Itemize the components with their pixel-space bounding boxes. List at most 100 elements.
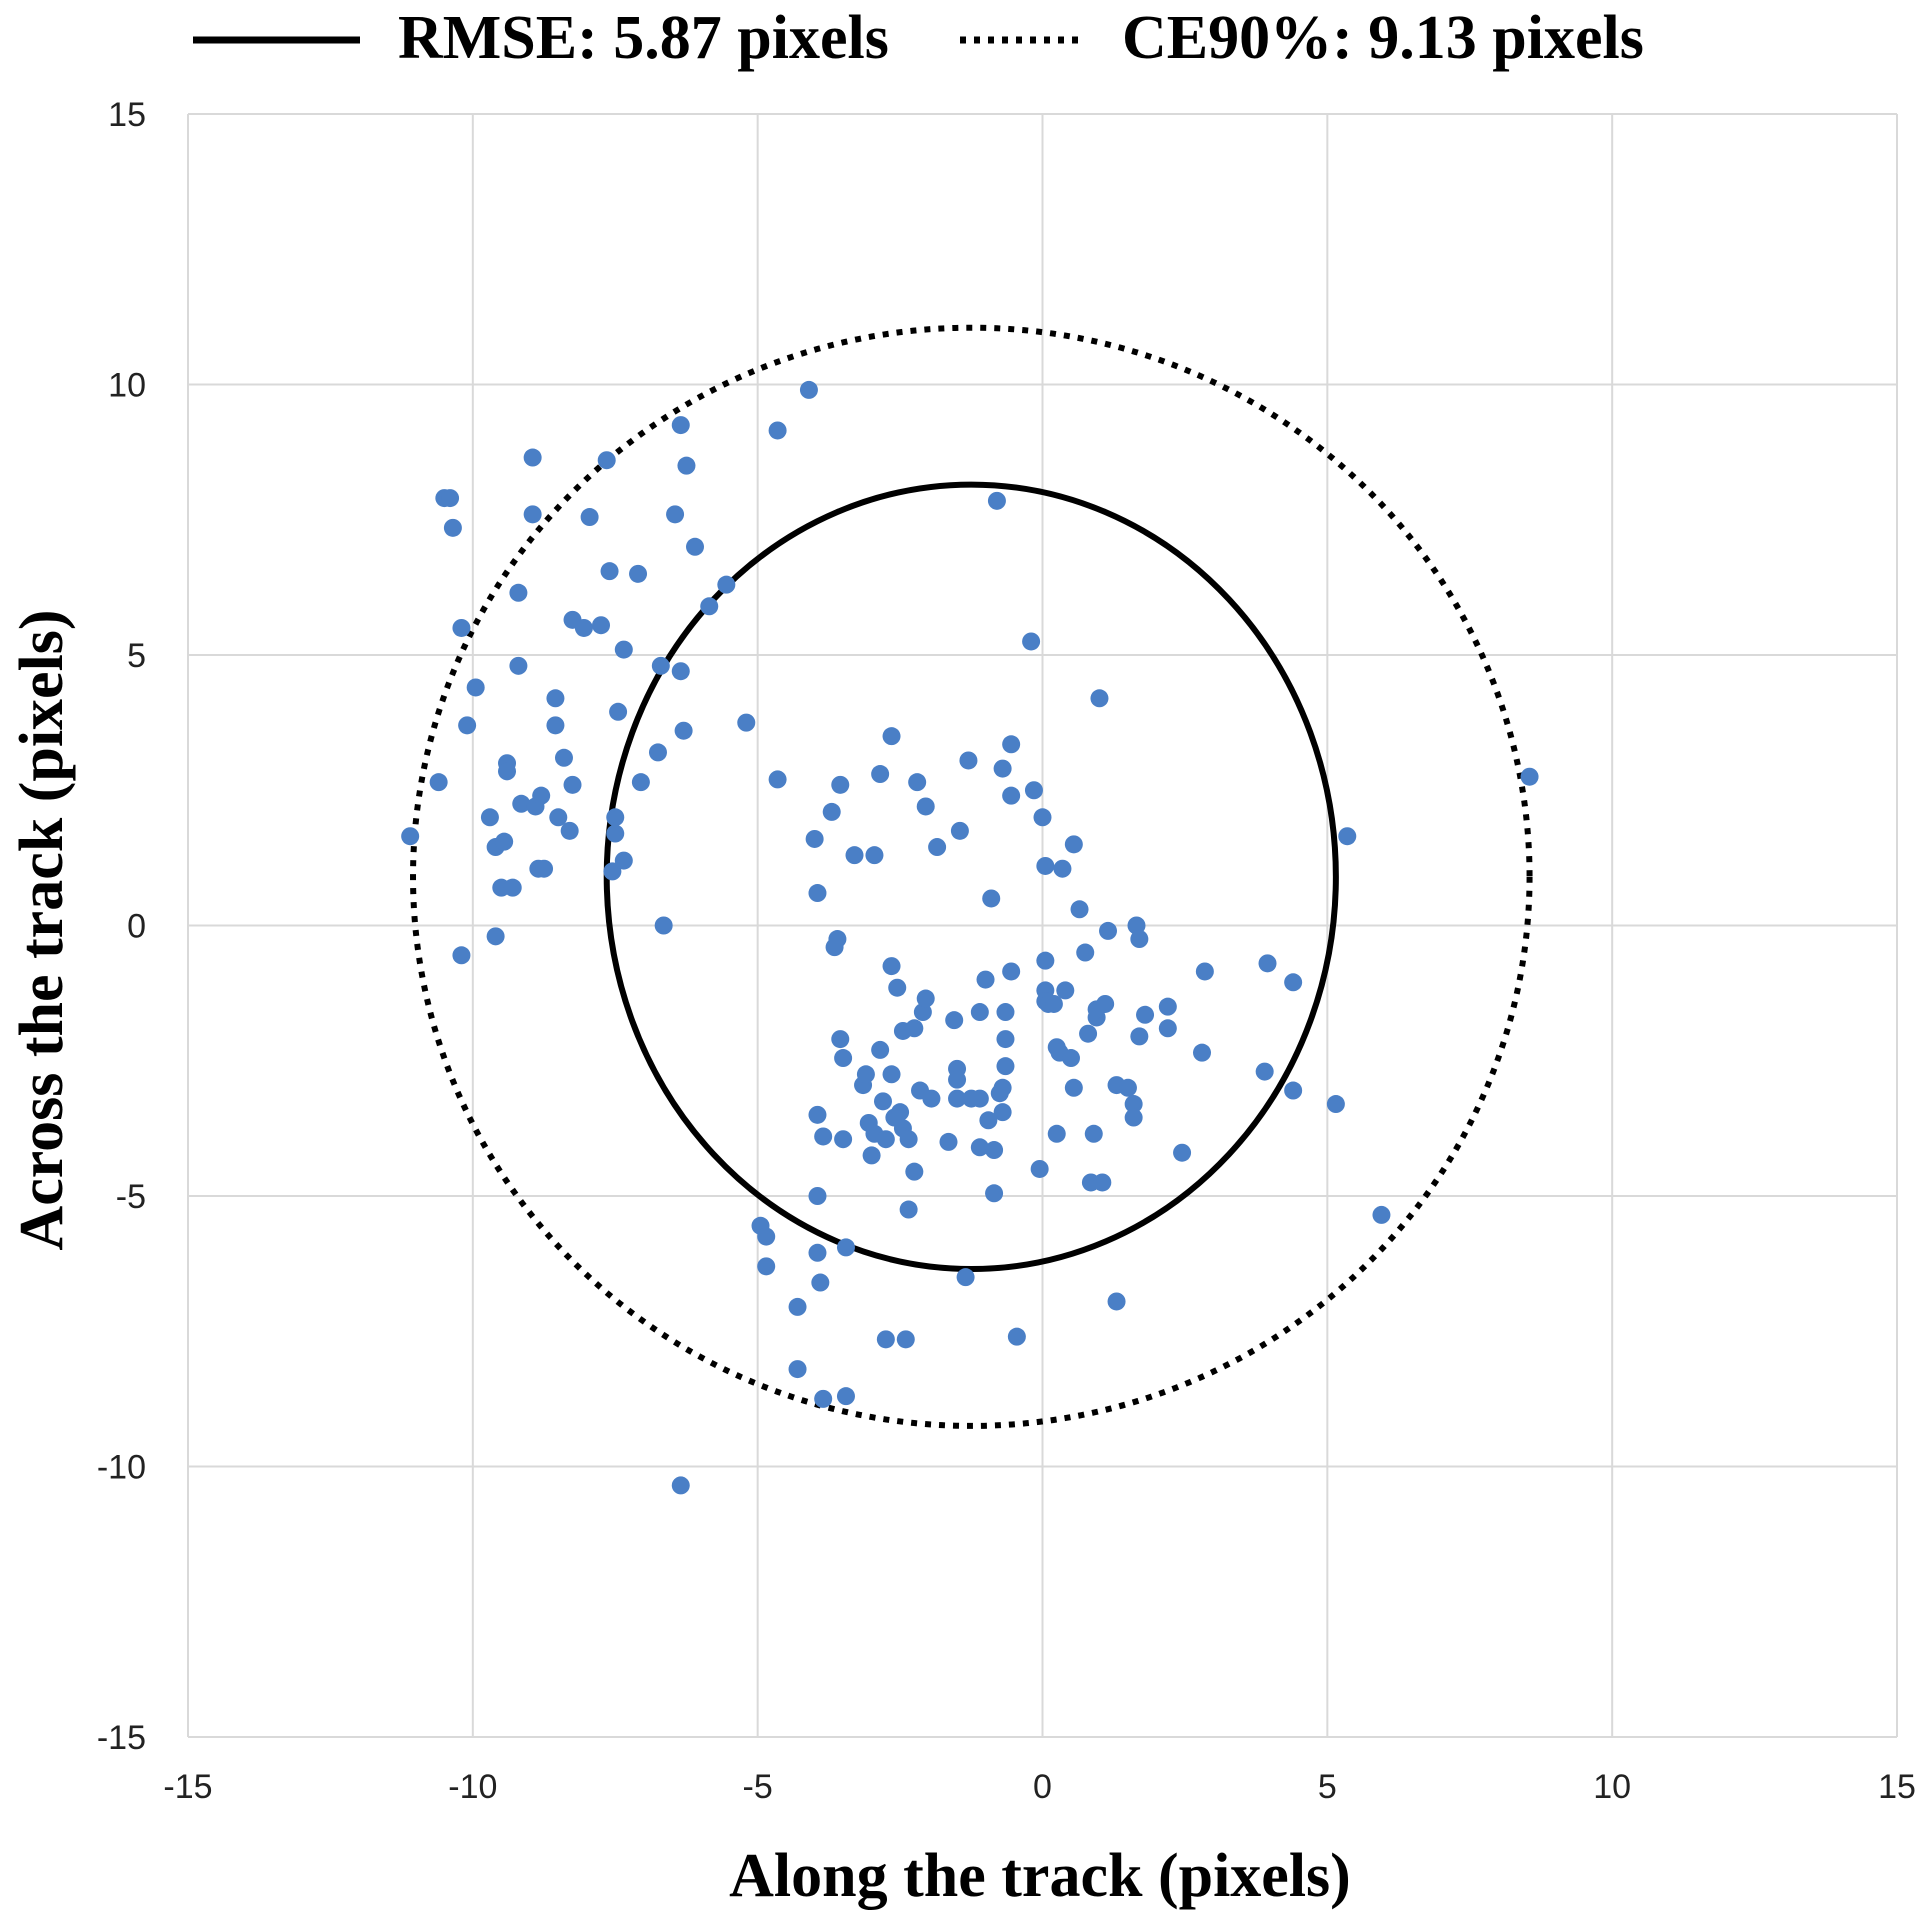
data-point — [811, 1273, 830, 1292]
data-point — [1002, 786, 1021, 805]
data-point — [648, 743, 667, 762]
data-points — [401, 380, 1539, 1495]
data-point — [996, 1003, 1015, 1022]
data-point — [509, 583, 528, 602]
data-point — [443, 518, 462, 537]
data-point — [905, 1162, 924, 1181]
data-point — [808, 1105, 827, 1124]
data-point — [1195, 962, 1214, 981]
data-point — [480, 808, 499, 827]
data-point — [532, 786, 551, 805]
data-point — [896, 1330, 915, 1349]
data-point — [836, 1238, 855, 1257]
data-point — [1099, 921, 1118, 940]
y-tick-label: 10 — [108, 367, 146, 405]
gridlines — [187, 113, 1898, 1738]
data-point — [899, 1130, 918, 1149]
data-point — [993, 1103, 1012, 1122]
error-circles — [410, 324, 1533, 1429]
data-point — [654, 916, 673, 935]
legend-rmse-label: RMSE: 5.87 pixels — [398, 4, 889, 72]
data-point — [913, 1003, 932, 1022]
data-point — [523, 505, 542, 524]
data-point — [970, 1138, 989, 1157]
data-point — [606, 824, 625, 843]
data-point — [1033, 808, 1052, 827]
data-point — [871, 1040, 890, 1059]
data-point — [546, 716, 565, 735]
data-point — [808, 1243, 827, 1262]
data-point — [512, 794, 531, 813]
data-point — [603, 862, 622, 881]
data-point — [441, 489, 460, 508]
data-point — [882, 1065, 901, 1084]
data-point — [908, 773, 927, 792]
data-point — [845, 846, 864, 865]
data-point — [1338, 827, 1357, 846]
data-point — [1193, 1043, 1212, 1062]
data-point — [834, 1049, 853, 1068]
data-point — [509, 656, 528, 675]
x-tick-label: -15 — [163, 1768, 212, 1806]
data-point — [1084, 1124, 1103, 1143]
data-point — [985, 1141, 1004, 1160]
data-point — [757, 1227, 776, 1246]
data-point — [1002, 962, 1021, 981]
data-point — [916, 989, 935, 1008]
data-point — [1136, 1005, 1155, 1024]
data-point — [814, 1127, 833, 1146]
data-point — [876, 1130, 895, 1149]
data-point — [523, 448, 542, 467]
data-point — [1076, 943, 1095, 962]
data-point — [788, 1360, 807, 1379]
data-point — [580, 508, 599, 527]
data-point — [882, 727, 901, 746]
data-point — [865, 846, 884, 865]
data-point — [597, 451, 616, 470]
data-point — [805, 829, 824, 848]
data-point — [452, 946, 471, 965]
data-point — [592, 616, 611, 635]
data-point — [888, 978, 907, 997]
data-point — [1056, 981, 1075, 1000]
data-point — [1520, 767, 1539, 786]
data-point — [1158, 997, 1177, 1016]
data-point — [1326, 1095, 1345, 1114]
data-point — [1053, 859, 1072, 878]
data-point — [876, 1330, 895, 1349]
y-tick-label: -10 — [97, 1449, 146, 1487]
data-point — [498, 762, 517, 781]
data-point — [452, 618, 471, 637]
data-point — [959, 751, 978, 770]
y-tick-label: 0 — [127, 908, 146, 946]
data-point — [905, 1019, 924, 1038]
data-point — [1090, 689, 1109, 708]
data-point — [1096, 994, 1115, 1013]
data-point — [956, 1268, 975, 1287]
data-point — [814, 1389, 833, 1408]
data-point — [922, 1089, 941, 1108]
x-tick-label: 5 — [1318, 1768, 1337, 1806]
data-point — [1064, 835, 1083, 854]
data-point — [836, 1387, 855, 1406]
data-point — [1070, 900, 1089, 919]
data-point — [822, 802, 841, 821]
data-point — [549, 808, 568, 827]
data-point — [1079, 1024, 1098, 1043]
data-point — [1124, 1108, 1143, 1127]
data-point — [928, 838, 947, 857]
data-point — [429, 773, 448, 792]
data-point — [768, 421, 787, 440]
data-point — [834, 1130, 853, 1149]
x-tick-label: 0 — [1033, 1768, 1052, 1806]
data-point — [856, 1065, 875, 1084]
data-point — [982, 889, 1001, 908]
y-tick-label: 5 — [127, 637, 146, 675]
data-point — [486, 927, 505, 946]
data-point — [862, 1146, 881, 1165]
data-point — [970, 1003, 989, 1022]
data-point — [976, 970, 995, 989]
data-point — [666, 505, 685, 524]
data-point — [671, 1476, 690, 1495]
data-point — [671, 662, 690, 681]
